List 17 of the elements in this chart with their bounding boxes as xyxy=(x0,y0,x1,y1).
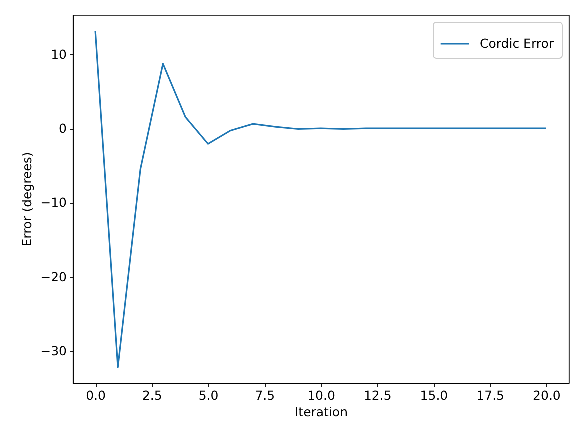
x-tick-label: 2.5 xyxy=(142,388,162,403)
x-tick-label: 10.0 xyxy=(308,388,336,403)
x-axis-title: Iteration xyxy=(294,404,348,420)
legend-label: Cordic Error xyxy=(480,36,555,51)
y-tick-label: −30 xyxy=(40,344,68,359)
x-tick-label: 0.0 xyxy=(86,388,106,403)
x-tick-label: 5.0 xyxy=(198,388,219,403)
x-tick-label: 20.0 xyxy=(533,388,561,403)
y-tick-label: −10 xyxy=(40,195,68,210)
y-tick-label: 10 xyxy=(51,46,68,62)
x-tick-label: 15.0 xyxy=(420,388,448,403)
y-tick-label: 0 xyxy=(59,121,68,136)
x-tick-label: 7.5 xyxy=(255,388,276,403)
x-tick-label: 12.5 xyxy=(364,388,392,403)
x-tick-label: 17.5 xyxy=(476,388,505,403)
y-axis-title: Error (degrees) xyxy=(20,152,35,247)
y-tick-label: −20 xyxy=(40,269,68,284)
